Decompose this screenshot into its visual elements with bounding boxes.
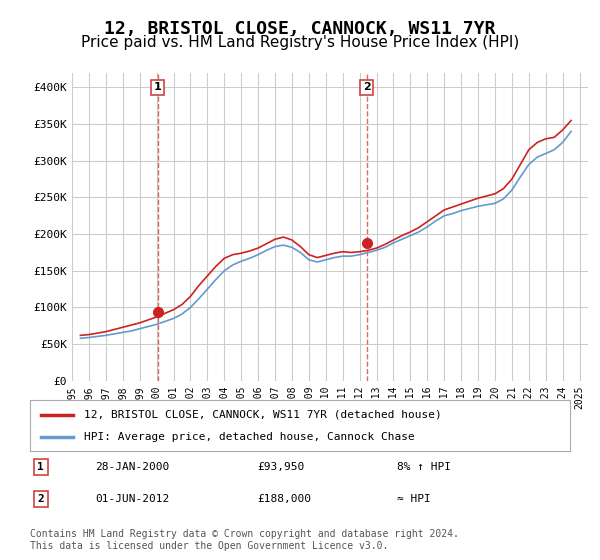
Text: 1: 1	[154, 82, 161, 92]
Text: 12, BRISTOL CLOSE, CANNOCK, WS11 7YR (detached house): 12, BRISTOL CLOSE, CANNOCK, WS11 7YR (de…	[84, 409, 442, 419]
Text: HPI: Average price, detached house, Cannock Chase: HPI: Average price, detached house, Cann…	[84, 432, 415, 442]
Text: 2: 2	[363, 82, 371, 92]
Text: £93,950: £93,950	[257, 462, 304, 472]
Text: £188,000: £188,000	[257, 494, 311, 504]
Text: 8% ↑ HPI: 8% ↑ HPI	[397, 462, 451, 472]
Text: Price paid vs. HM Land Registry's House Price Index (HPI): Price paid vs. HM Land Registry's House …	[81, 35, 519, 50]
Text: 01-JUN-2012: 01-JUN-2012	[95, 494, 169, 504]
Text: 28-JAN-2000: 28-JAN-2000	[95, 462, 169, 472]
Text: ≈ HPI: ≈ HPI	[397, 494, 431, 504]
Text: 2: 2	[37, 494, 44, 504]
Text: 12, BRISTOL CLOSE, CANNOCK, WS11 7YR: 12, BRISTOL CLOSE, CANNOCK, WS11 7YR	[104, 20, 496, 38]
Text: 1: 1	[37, 462, 44, 472]
Text: Contains HM Land Registry data © Crown copyright and database right 2024.
This d: Contains HM Land Registry data © Crown c…	[30, 529, 459, 551]
